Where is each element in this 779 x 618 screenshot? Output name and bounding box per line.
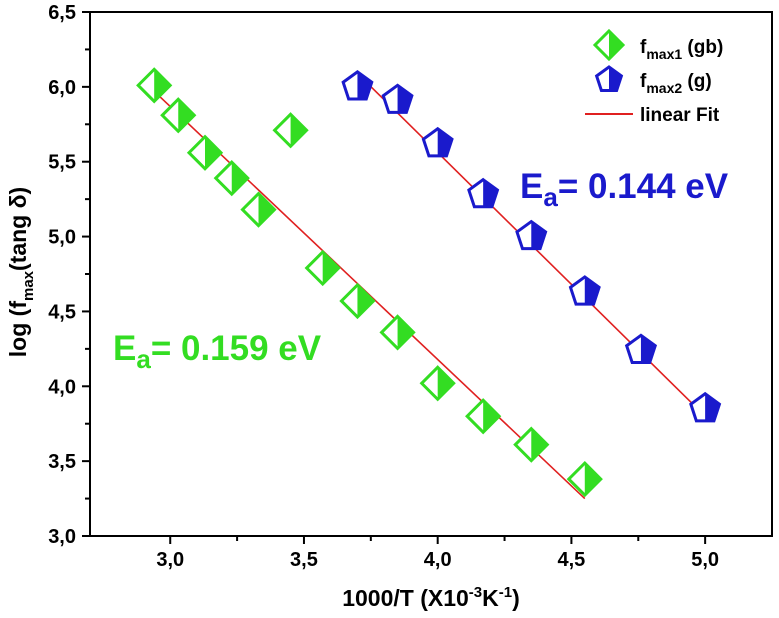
legend-marker-fmax2: [594, 65, 624, 92]
x-tick-label: 3,0: [156, 549, 184, 571]
legend-label-fmax2: fmax2 (g): [640, 71, 712, 96]
pentagon-marker: [624, 333, 658, 364]
axis-ticks: 3,0 3,5 4,0 4,5 5,0 3,0 3,5 4,0 4,5 5,0 5,5 6,0 6,5: [48, 2, 719, 571]
y-axis-title: log (fmax(tang δ): [5, 187, 37, 357]
diamond-marker: [419, 365, 456, 402]
diamond-marker: [186, 134, 224, 171]
pentagon-marker: [467, 177, 500, 209]
diamond-marker: [136, 67, 173, 104]
diamond-marker: [513, 426, 550, 463]
pentagon-marker: [421, 126, 454, 158]
y-tick-label: 3,5: [48, 451, 76, 473]
diamond-marker: [272, 112, 309, 149]
x-axis-title: 1000/T (X10-3K-1): [342, 584, 520, 611]
diamond-marker: [566, 460, 603, 498]
x-tick-label: 5,0: [691, 549, 719, 571]
y-tick-label: 6,5: [48, 2, 76, 24]
diamond-marker: [465, 398, 502, 435]
y-tick-label: 5,0: [48, 227, 76, 249]
diamond-marker: [304, 249, 341, 287]
annotation-ea-grain-boundary: Ea= 0.159 eV: [113, 329, 322, 374]
legend: fmax1 (gb) fmax2 (g) linear Fit: [585, 28, 723, 126]
pentagon-marker: [515, 219, 548, 251]
y-tick-label: 3,0: [48, 526, 76, 548]
legend-marker-fmax1: [592, 28, 626, 62]
pentagon-marker: [568, 275, 601, 306]
legend-label-linear-fit: linear Fit: [640, 105, 720, 126]
pentagon-marker: [689, 391, 722, 423]
pentagon-marker: [341, 70, 374, 101]
y-tick-label: 6,0: [48, 77, 76, 99]
y-tick-label: 4,5: [48, 301, 76, 323]
diamond-marker: [160, 97, 197, 134]
diamond-marker: [379, 314, 416, 351]
diamond-marker: [213, 160, 250, 197]
x-tick-label: 4,5: [558, 549, 586, 571]
legend-label-fmax1: fmax1 (gb): [640, 37, 723, 62]
diamond-marker: [339, 282, 376, 320]
diamond-marker: [240, 191, 277, 228]
y-tick-label: 5,5: [48, 152, 76, 174]
x-tick-label: 3,5: [290, 549, 318, 571]
y-tick-label: 4,0: [48, 376, 76, 398]
x-tick-label: 4,0: [424, 549, 452, 571]
pentagon-marker: [381, 83, 414, 114]
annotation-ea-grain: Ea= 0.144 eV: [520, 167, 729, 212]
data-markers: [136, 67, 722, 498]
